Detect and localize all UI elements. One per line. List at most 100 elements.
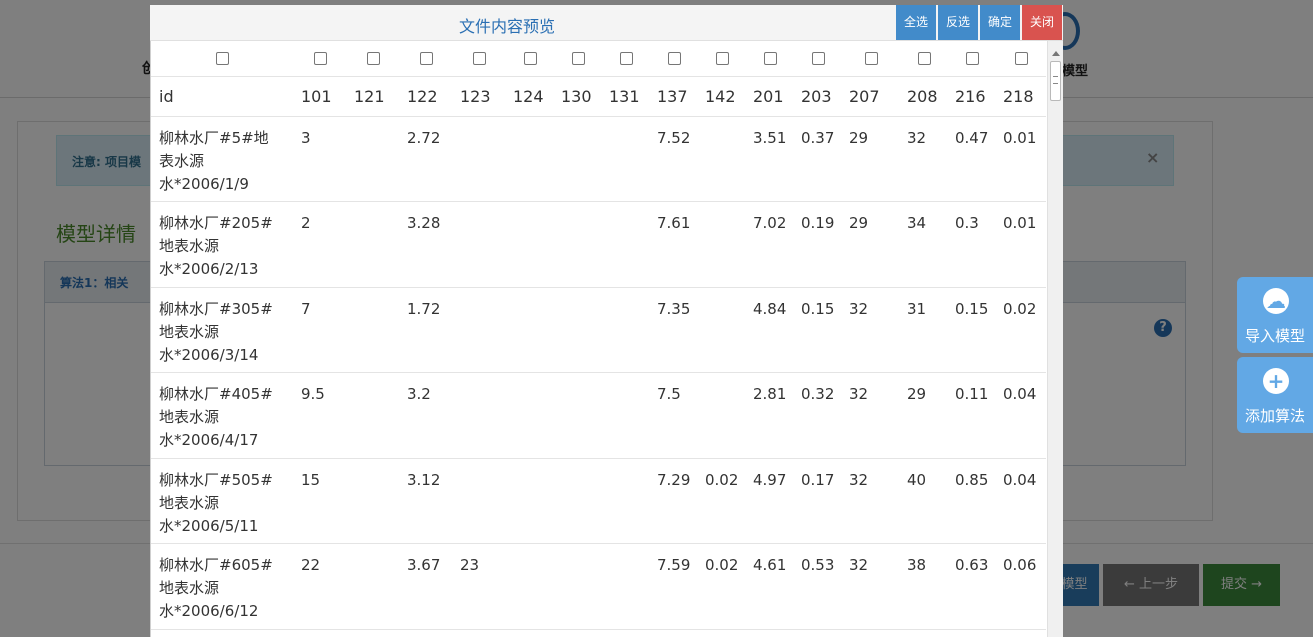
column-header: 101 — [294, 76, 347, 117]
column-checkbox[interactable] — [367, 52, 380, 66]
preview-table-container[interactable]: id 101 121 122 123 124 130 131 137 142 201 203 207 20… — [150, 41, 1047, 637]
table-cell: 7.02 — [746, 201, 794, 288]
column-checkbox-cell — [294, 41, 347, 77]
row-id-line: 水*2006/4/17 — [159, 431, 259, 449]
column-header: 207 — [842, 76, 900, 117]
column-checkbox[interactable] — [314, 52, 327, 66]
row-id-line: 柳林水厂#505# — [159, 470, 273, 489]
column-header: 123 — [453, 76, 506, 117]
table-cell: 0.47 — [948, 116, 996, 202]
table-row: 柳林水厂#605# 地表水源 水*2006/6/12 22 3.67 23 7.59 0.02… — [151, 543, 1046, 630]
table-cell: 32 — [842, 372, 900, 459]
row-id-line: 水*2006/1/9 — [159, 174, 249, 193]
invert-selection-button[interactable]: 反选 — [938, 5, 978, 40]
table-cell: 23 — [453, 543, 506, 630]
table-cell: 7 — [294, 287, 347, 373]
table-row: 柳林水厂#5#地 表水源 水*2006/1/9 3 2.72 7.52 3.51 0.37 29… — [151, 116, 1046, 202]
table-cell: 3.67 — [400, 543, 453, 630]
table-cell: 7.35 — [650, 287, 698, 373]
table-cell: 0.04 — [996, 458, 1046, 544]
row-id-line: 柳林水厂#205# — [159, 214, 273, 232]
table-cell: 29 — [842, 201, 900, 288]
column-checkbox[interactable] — [523, 52, 537, 66]
table-cell — [698, 116, 746, 202]
add-algorithm-label: 添加算法 — [1244, 407, 1305, 425]
column-checkbox[interactable] — [917, 52, 931, 66]
table-cell: 40 — [900, 458, 948, 544]
column-checkbox[interactable] — [763, 52, 777, 66]
row-id-cell: 柳林水厂#205# 地表水源 水*2006/2/13 — [151, 201, 294, 288]
table-cell: 0.15 — [794, 287, 842, 373]
table-cell: 7.29 — [650, 458, 698, 544]
column-header: 142 — [698, 76, 746, 117]
table-cell: 2 — [294, 201, 347, 288]
column-checkbox[interactable] — [811, 52, 825, 66]
table-cell: 0.01 — [996, 201, 1046, 288]
import-model-label: 导入模型 — [1244, 327, 1305, 345]
column-checkbox[interactable] — [1014, 52, 1028, 66]
column-checkbox-cell — [996, 41, 1046, 77]
column-checkbox-cell — [151, 41, 294, 77]
table-cell: 34 — [900, 201, 948, 288]
column-checkbox[interactable] — [571, 52, 585, 66]
column-checkbox-cell — [698, 41, 746, 77]
table-cell — [554, 543, 602, 630]
row-id-cell: 柳林水厂#505# 地表水源 水*2006/5/11 — [151, 458, 294, 544]
preview-table: id 101 121 122 123 124 130 131 137 142 201 203 207 20… — [151, 41, 1046, 630]
column-checkbox-cell — [554, 41, 602, 77]
add-algorithm-button[interactable]: + 添加算法 — [1237, 357, 1313, 433]
table-cell: 0.04 — [996, 372, 1046, 459]
column-header: 201 — [746, 76, 794, 117]
table-cell: 32 — [842, 287, 900, 373]
table-row: 柳林水厂#405# 地表水源 水*2006/4/17 9.5 3.2 7.5 2.81 0.3… — [151, 372, 1046, 459]
table-cell: 7.61 — [650, 201, 698, 288]
column-checkbox[interactable] — [715, 52, 729, 66]
table-cell: 0.01 — [996, 116, 1046, 202]
table-cell — [453, 372, 506, 459]
plus-circle-icon: + — [1263, 368, 1289, 394]
table-cell — [602, 116, 650, 202]
table-cell: 0.02 — [996, 287, 1046, 373]
table-cell: 0.63 — [948, 543, 996, 630]
table-cell: 0.02 — [698, 543, 746, 630]
select-all-button[interactable]: 全选 — [896, 5, 936, 40]
column-header-row: id 101 121 122 123 124 130 131 137 142 201 203 207 20… — [151, 76, 1046, 117]
column-checkbox[interactable] — [619, 52, 633, 66]
column-checkbox[interactable] — [864, 52, 878, 66]
table-cell — [347, 458, 400, 544]
table-cell — [347, 287, 400, 373]
column-header: 203 — [794, 76, 842, 117]
table-cell — [554, 372, 602, 459]
table-cell: 31 — [900, 287, 948, 373]
row-id-line: 柳林水厂#605# — [159, 556, 273, 574]
table-scrollbar[interactable] — [1047, 41, 1063, 637]
table-cell — [698, 201, 746, 288]
table-cell — [602, 287, 650, 373]
scroll-thumb[interactable] — [1050, 61, 1061, 101]
column-header: 130 — [554, 76, 602, 117]
column-checkbox[interactable] — [473, 52, 486, 66]
modal-title: 文件内容预览 — [458, 17, 555, 36]
column-checkbox[interactable] — [216, 52, 229, 66]
row-id-cell: 柳林水厂#5#地 表水源 水*2006/1/9 — [151, 116, 294, 202]
table-row: 柳林水厂#205# 地表水源 水*2006/2/13 2 3.28 7.61 7.02 0.1… — [151, 201, 1046, 288]
column-checkbox[interactable] — [420, 52, 433, 66]
table-cell: 0.3 — [948, 201, 996, 288]
file-preview-modal: 文件内容预览 全选 反选 确定 关闭 id 101 121 122 123 124 130 1… — [150, 5, 1063, 637]
scroll-up-arrow-icon[interactable] — [1052, 51, 1060, 56]
row-id-line: 柳林水厂#5#地 — [159, 128, 269, 147]
close-button[interactable]: 关闭 — [1022, 5, 1062, 40]
column-checkbox-cell — [794, 41, 842, 77]
table-cell: 32 — [842, 458, 900, 544]
column-checkbox[interactable] — [965, 52, 979, 66]
import-model-button[interactable]: ☁ 导入模型 — [1237, 277, 1313, 353]
table-cell — [453, 201, 506, 288]
table-cell — [506, 543, 554, 630]
modal-header: 文件内容预览 全选 反选 确定 关闭 — [150, 5, 1063, 41]
table-cell: 7.59 — [650, 543, 698, 630]
row-id-cell: 柳林水厂#605# 地表水源 水*2006/6/12 — [151, 543, 294, 630]
table-cell — [554, 201, 602, 288]
confirm-button[interactable]: 确定 — [980, 5, 1020, 40]
column-checkbox[interactable] — [667, 52, 681, 66]
column-header: 137 — [650, 76, 698, 117]
